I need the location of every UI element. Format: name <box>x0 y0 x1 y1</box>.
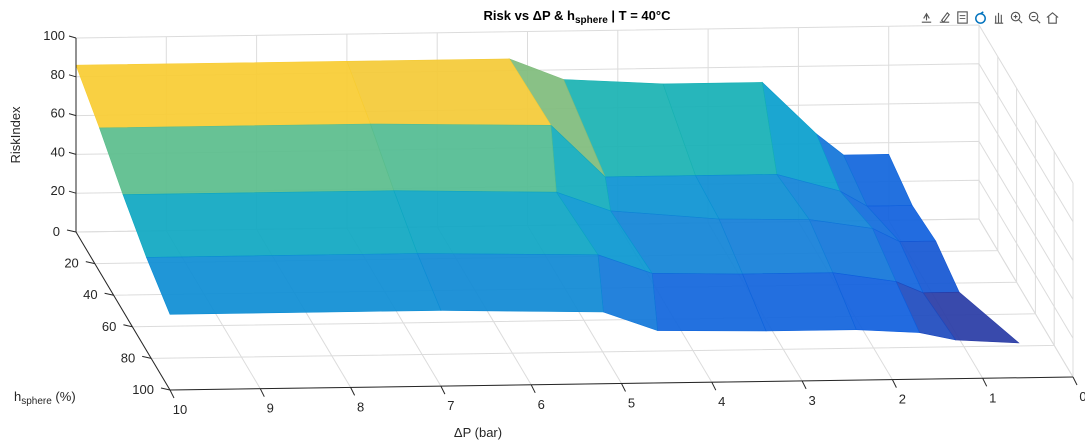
z-tick-label-0: 20 <box>51 183 65 198</box>
z-tick-label-4: 100 <box>43 28 65 43</box>
brush-button[interactable] <box>936 8 952 26</box>
x-tick-label-10: 0 <box>1079 389 1085 404</box>
y-tick-label-3: 60 <box>102 319 116 334</box>
x-tick-mark-6 <box>711 381 717 391</box>
grid-line-z-5 <box>75 24 1074 184</box>
y-tick-mark-4 <box>142 355 152 359</box>
x-tick-label-0: 10 <box>173 402 187 417</box>
export-icon <box>921 12 931 23</box>
x-tick-mark-8 <box>891 379 897 388</box>
x-axis-label: ΔP (bar) <box>454 425 502 440</box>
y-tick-label-0: 0 <box>53 224 60 239</box>
x-tick-label-8: 2 <box>899 392 906 407</box>
z-tick-mark-0 <box>68 190 77 194</box>
z-axis-label: RiskIndex <box>8 106 23 164</box>
zoom-in-icon <box>1010 11 1023 24</box>
axes-toolbar <box>918 6 1060 28</box>
x-tick-label-3: 7 <box>447 398 454 413</box>
zoom-in-button[interactable] <box>1008 8 1024 26</box>
y-tick-label-1: 20 <box>64 256 78 271</box>
surface-patch-2-0 <box>122 190 418 258</box>
export-button[interactable] <box>918 8 934 26</box>
z-tick-mark-4 <box>68 35 77 39</box>
x-tick-mark-5 <box>621 383 626 392</box>
data-tips-button[interactable] <box>954 8 970 26</box>
z-tick-label-2: 60 <box>51 106 65 121</box>
rotate-icon <box>974 10 986 24</box>
x-tick-label-4: 6 <box>538 397 545 412</box>
zoom-out-icon <box>1028 11 1041 24</box>
data-tips-icon <box>956 10 968 24</box>
surface-patch-0-0 <box>75 60 371 129</box>
y-tick-label-2: 40 <box>83 287 97 302</box>
x-tick-mark-3 <box>440 385 446 395</box>
x-tick-mark-7 <box>801 380 807 390</box>
home-icon <box>1046 11 1058 24</box>
y-tick-label-4: 80 <box>121 350 135 365</box>
x-tick-mark-0 <box>169 389 175 399</box>
x-tick-mark-1 <box>259 388 265 397</box>
y-tick-mark-2 <box>104 292 114 296</box>
y-axis-line <box>75 231 171 391</box>
y-axis-label: hsphere (%) <box>14 389 76 407</box>
z-tick-mark-3 <box>68 74 77 78</box>
x-tick-mark-4 <box>530 384 536 394</box>
brush-icon <box>939 11 950 23</box>
surface-patch-1-0 <box>99 123 395 195</box>
pan-button[interactable] <box>990 8 1006 26</box>
z-tick-label-3: 80 <box>51 67 65 82</box>
y-tick-mark-5 <box>160 387 171 391</box>
x-tick-label-1: 9 <box>267 401 274 416</box>
x-tick-label-6: 4 <box>718 394 725 409</box>
z-tick-label-1: 40 <box>51 144 65 159</box>
y-tick-mark-1 <box>85 261 95 265</box>
x-tick-label-2: 8 <box>357 399 364 414</box>
x-tick-label-7: 3 <box>808 393 815 408</box>
chart-title: Risk vs ΔP & hsphere | T = 40°C <box>484 8 672 26</box>
x-tick-mark-9 <box>982 378 988 387</box>
pan-icon <box>994 12 1003 24</box>
x-tick-label-5: 5 <box>628 396 635 411</box>
surface-patch-3-0 <box>146 253 442 315</box>
rotate-button[interactable] <box>972 8 988 26</box>
surface-patch-1-1 <box>369 123 557 193</box>
x-tick-mark-10 <box>1072 376 1078 386</box>
z-tick-mark-1 <box>68 151 77 155</box>
y-tick-mark-0 <box>66 229 77 233</box>
y-tick-mark-3 <box>123 324 133 328</box>
y-tick-label-5: 100 <box>132 382 154 397</box>
x-tick-label-9: 1 <box>989 390 996 405</box>
home-button[interactable] <box>1044 8 1060 26</box>
zoom-out-button[interactable] <box>1026 8 1042 26</box>
z-tick-mark-2 <box>68 113 77 117</box>
risk-surface <box>75 58 1020 344</box>
x-tick-mark-2 <box>350 387 356 396</box>
surface-patch-3-1 <box>416 253 604 313</box>
